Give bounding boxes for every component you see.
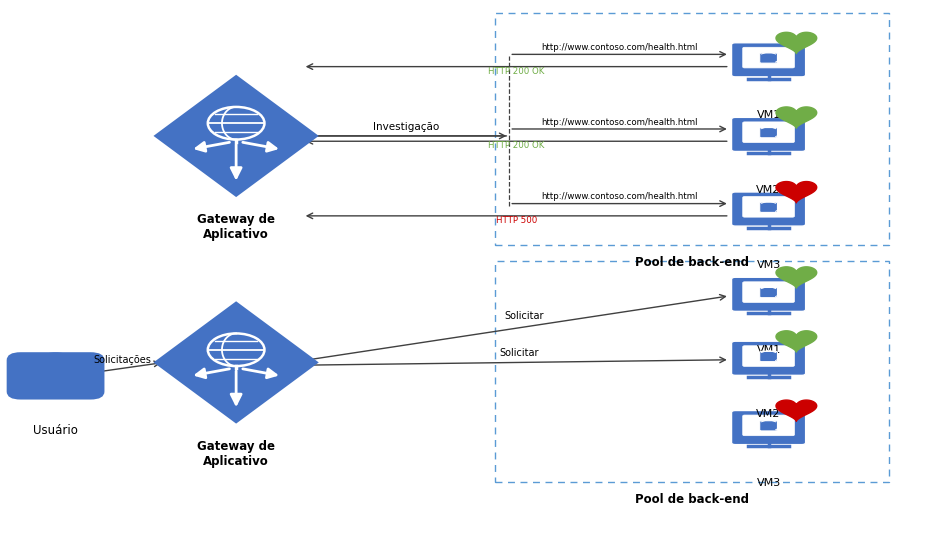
Bar: [495, 261, 889, 482]
FancyBboxPatch shape: [759, 421, 778, 431]
FancyBboxPatch shape: [759, 202, 778, 213]
Text: Gateway de
Aplicativo: Gateway de Aplicativo: [197, 213, 275, 241]
FancyBboxPatch shape: [732, 277, 806, 311]
Text: VM2: VM2: [757, 409, 781, 419]
Text: VM1: VM1: [757, 110, 781, 120]
FancyBboxPatch shape: [743, 415, 795, 435]
Polygon shape: [776, 267, 817, 288]
Text: HTTP 200 OK: HTTP 200 OK: [488, 141, 544, 150]
FancyBboxPatch shape: [732, 410, 806, 445]
Polygon shape: [776, 107, 817, 128]
Polygon shape: [776, 331, 817, 352]
Text: http://www.contoso.com/health.html: http://www.contoso.com/health.html: [541, 43, 698, 52]
FancyBboxPatch shape: [732, 192, 806, 226]
Text: VM3: VM3: [757, 260, 781, 270]
Polygon shape: [154, 75, 319, 197]
Text: HTTP 200 OK: HTTP 200 OK: [488, 67, 544, 76]
FancyBboxPatch shape: [759, 287, 778, 298]
FancyBboxPatch shape: [743, 122, 795, 142]
Text: http://www.contoso.com/health.html: http://www.contoso.com/health.html: [541, 118, 698, 127]
Text: Solicitações: Solicitações: [94, 354, 152, 365]
FancyBboxPatch shape: [759, 127, 778, 138]
Text: Usuário: Usuário: [33, 424, 78, 437]
Bar: [495, 13, 889, 245]
Text: VM2: VM2: [757, 185, 781, 195]
FancyBboxPatch shape: [743, 47, 795, 68]
FancyBboxPatch shape: [732, 43, 806, 77]
Text: Solicitar: Solicitar: [499, 348, 539, 358]
Polygon shape: [154, 301, 319, 424]
FancyBboxPatch shape: [732, 117, 806, 151]
FancyBboxPatch shape: [743, 346, 795, 366]
FancyBboxPatch shape: [743, 197, 795, 217]
Text: Gateway de
Aplicativo: Gateway de Aplicativo: [197, 440, 275, 468]
FancyBboxPatch shape: [732, 341, 806, 375]
Polygon shape: [776, 33, 817, 53]
FancyBboxPatch shape: [6, 352, 105, 400]
Polygon shape: [776, 400, 817, 421]
Text: VM1: VM1: [757, 345, 781, 355]
Text: VM3: VM3: [757, 478, 781, 488]
Text: HTTP 500: HTTP 500: [495, 216, 537, 225]
Text: Pool de back-end: Pool de back-end: [635, 256, 749, 269]
Text: Investigação: Investigação: [373, 122, 439, 132]
FancyBboxPatch shape: [759, 351, 778, 362]
Circle shape: [34, 352, 77, 377]
FancyBboxPatch shape: [759, 53, 778, 63]
Polygon shape: [776, 182, 817, 203]
Text: Pool de back-end: Pool de back-end: [635, 493, 749, 506]
Text: http://www.contoso.com/health.html: http://www.contoso.com/health.html: [541, 192, 698, 201]
Text: Solicitar: Solicitar: [504, 311, 544, 321]
FancyBboxPatch shape: [743, 282, 795, 302]
